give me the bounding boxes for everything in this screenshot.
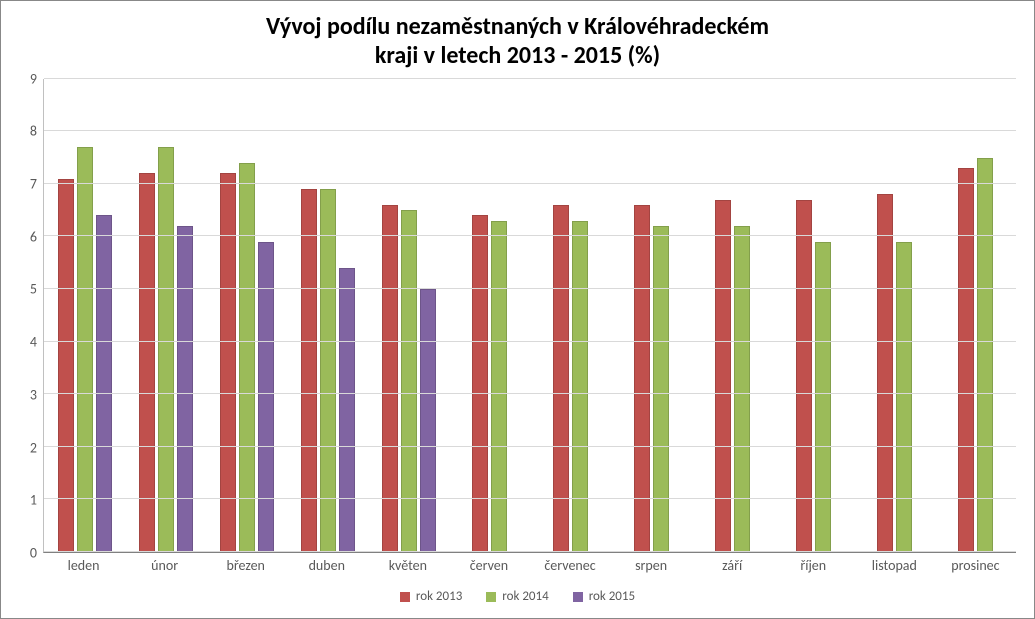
chart-title-line1: Vývoj podílu nezaměstnaných v Královéhra…: [21, 13, 1014, 42]
bar-group: [692, 79, 773, 552]
bar-group: [368, 79, 449, 552]
y-tick-label: 1: [30, 492, 37, 509]
bar-group: [287, 79, 368, 552]
bar-group: [125, 79, 206, 552]
bar: [734, 226, 750, 552]
x-axis: ledenúnorbřezendubenkvětenčervenčervenec…: [43, 553, 1016, 579]
bar-group: [44, 79, 125, 552]
x-tick-label: červen: [448, 553, 529, 579]
bar-group: [773, 79, 854, 552]
gridline: [44, 551, 1016, 552]
bar-group: [530, 79, 611, 552]
chart-container: Vývoj podílu nezaměstnaných v Královéhra…: [1, 1, 1034, 618]
legend-label: rok 2015: [589, 589, 635, 604]
bar: [977, 158, 993, 553]
plot-wrap: 0123456789: [1, 79, 1034, 553]
gridline: [44, 78, 1016, 79]
bar: [339, 268, 355, 552]
bar-group: [206, 79, 287, 552]
y-tick-label: 7: [30, 176, 37, 193]
x-tick-label: leden: [43, 553, 124, 579]
y-tick-label: 2: [30, 439, 37, 456]
chart-title: Vývoj podílu nezaměstnaných v Královéhra…: [1, 1, 1034, 79]
legend-item: rok 2013: [400, 589, 462, 604]
bar: [491, 221, 507, 552]
plot-area: [43, 79, 1016, 553]
bar: [139, 173, 155, 552]
x-tick-label: srpen: [611, 553, 692, 579]
bar: [634, 205, 650, 552]
y-tick-label: 9: [30, 70, 37, 87]
bar: [158, 147, 174, 552]
bar: [420, 289, 436, 552]
x-tick-label: květen: [367, 553, 448, 579]
y-tick-label: 3: [30, 386, 37, 403]
gridline: [44, 288, 1016, 289]
bar: [77, 147, 93, 552]
legend-swatch: [400, 592, 410, 602]
bar: [401, 210, 417, 552]
x-tick-label: prosinec: [935, 553, 1016, 579]
legend: rok 2013 rok 2014 rok 2015: [1, 579, 1034, 618]
y-axis: 0123456789: [9, 79, 43, 553]
legend-label: rok 2013: [416, 589, 462, 604]
y-tick-label: 0: [30, 545, 37, 562]
x-tick-label: duben: [286, 553, 367, 579]
gridline: [44, 341, 1016, 342]
bar-group: [854, 79, 935, 552]
gridline: [44, 130, 1016, 131]
legend-item: rok 2014: [486, 589, 548, 604]
gridline: [44, 498, 1016, 499]
bar: [572, 221, 588, 552]
legend-swatch: [573, 592, 583, 602]
gridline: [44, 183, 1016, 184]
y-tick-label: 5: [30, 281, 37, 298]
bar-group: [611, 79, 692, 552]
bar: [220, 173, 236, 552]
x-tick-label: březen: [205, 553, 286, 579]
y-tick-label: 6: [30, 228, 37, 245]
legend-item: rok 2015: [573, 589, 635, 604]
bar: [553, 205, 569, 552]
bars-layer: [44, 79, 1016, 552]
legend-label: rok 2014: [502, 589, 548, 604]
y-tick-label: 8: [30, 123, 37, 140]
bar-group: [449, 79, 530, 552]
x-tick-label: červenec: [529, 553, 610, 579]
bar-group: [935, 79, 1016, 552]
gridline: [44, 393, 1016, 394]
x-tick-label: listopad: [854, 553, 935, 579]
bar: [653, 226, 669, 552]
legend-swatch: [486, 592, 496, 602]
x-tick-label: září: [692, 553, 773, 579]
bar: [382, 205, 398, 552]
gridline: [44, 235, 1016, 236]
x-tick-label: říjen: [773, 553, 854, 579]
x-tick-label: únor: [124, 553, 205, 579]
bar: [96, 215, 112, 552]
y-tick-label: 4: [30, 334, 37, 351]
gridline: [44, 446, 1016, 447]
bar: [958, 168, 974, 552]
bar: [177, 226, 193, 552]
bar: [472, 215, 488, 552]
chart-title-line2: kraji v letech 2013 - 2015 (%): [21, 42, 1014, 71]
bar: [239, 163, 255, 552]
